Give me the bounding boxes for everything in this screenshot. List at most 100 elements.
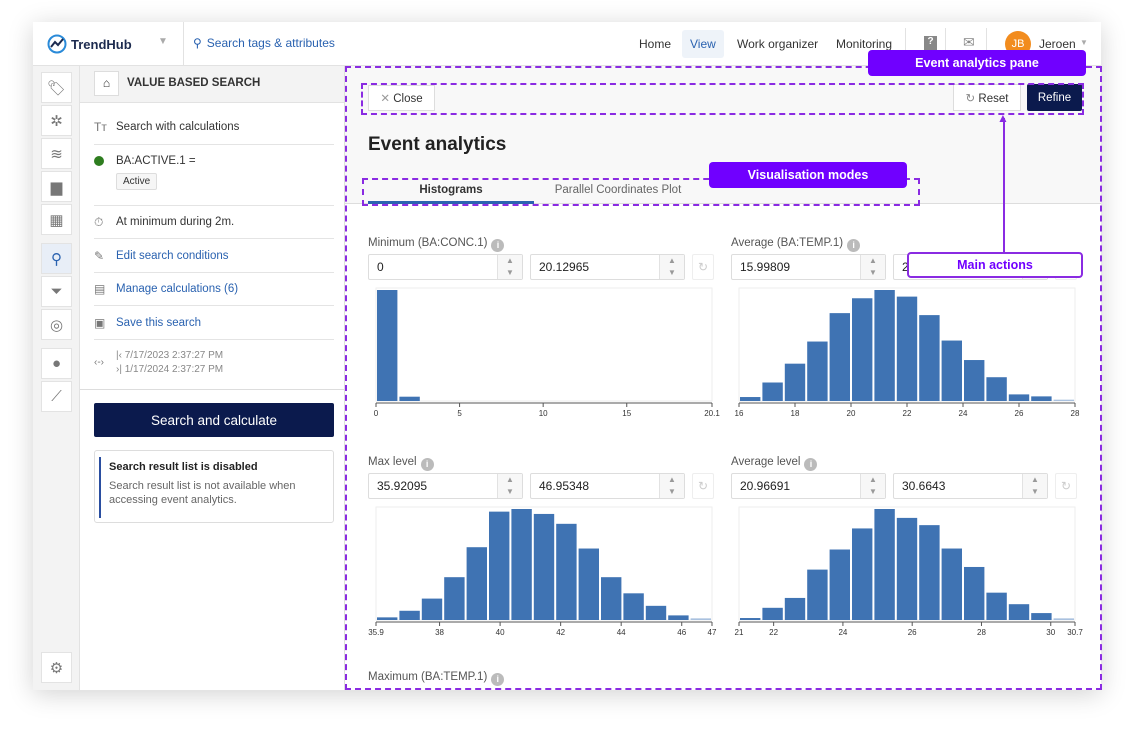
nav-home[interactable]: Home bbox=[639, 37, 672, 51]
user-name[interactable]: Jeroen bbox=[1039, 37, 1076, 51]
histogram-bar bbox=[489, 511, 510, 620]
edit-search-conditions-link[interactable]: ✎ Edit search conditions bbox=[94, 239, 334, 273]
close-button[interactable]: ✕ Close bbox=[368, 85, 435, 111]
search-and-calculate-button[interactable]: Search and calculate bbox=[94, 403, 334, 437]
histogram-bar bbox=[964, 360, 985, 401]
lightbulb-icon[interactable]: ● bbox=[41, 348, 72, 379]
filter-icon[interactable]: ⏷ bbox=[41, 276, 72, 307]
x-tick-label: 28 bbox=[1071, 409, 1080, 418]
divider bbox=[905, 28, 906, 60]
histogram-chart[interactable]: 21 22 24 26 28 30 30.7 bbox=[735, 506, 1083, 640]
stepper-icon[interactable]: ▲▼ bbox=[659, 255, 684, 279]
fingerprint-icon[interactable]: ◎ bbox=[41, 309, 72, 340]
search-tags-input[interactable]: ⚲ Search tags & attributes bbox=[193, 36, 335, 50]
brand-dropdown-icon[interactable]: ▼ bbox=[158, 36, 168, 47]
stepper-icon[interactable]: ▲▼ bbox=[1022, 474, 1047, 498]
brand-logo[interactable]: TrendHub bbox=[47, 34, 132, 54]
edit-label[interactable]: Edit search conditions bbox=[116, 249, 229, 262]
mail-icon[interactable]: ✉ bbox=[963, 34, 975, 50]
info-icon[interactable]: i bbox=[420, 458, 434, 471]
histogram-label: Minimum (BA:CONC.1) i bbox=[368, 237, 505, 252]
tag-icon[interactable]: 🏷 bbox=[41, 72, 72, 103]
home-icon[interactable]: ⌂ bbox=[94, 71, 119, 96]
save-search-link[interactable]: ▣ Save this search bbox=[94, 306, 334, 340]
save-label[interactable]: Save this search bbox=[116, 316, 202, 329]
start-date[interactable]: |‹ 7/17/2023 2:37:27 PM bbox=[116, 349, 224, 361]
range-min-input[interactable]: 20.96691 ▲ ▼ bbox=[731, 473, 886, 499]
histogram-bar bbox=[784, 597, 806, 620]
range-min-input[interactable]: 35.92095 ▲ ▼ bbox=[368, 473, 523, 499]
search-icon[interactable]: ⚲ bbox=[41, 243, 72, 274]
date-range[interactable]: ‹-› |‹ 7/17/2023 2:37:27 PM ›| 1/17/2024 … bbox=[94, 340, 334, 384]
range-max-input[interactable]: 46.95348 ▲ ▼ bbox=[530, 473, 685, 499]
histogram-chart[interactable]: 35.9 38 40 42 44 46 47 bbox=[368, 506, 717, 640]
dashboard-icon[interactable]: ▦ bbox=[41, 204, 72, 235]
pattern-icon[interactable]: ⟋ bbox=[41, 381, 72, 412]
nav-work-organizer[interactable]: Work organizer bbox=[737, 37, 819, 51]
callout-arrow-line bbox=[1003, 118, 1005, 252]
x-tick-label: 21 bbox=[735, 628, 744, 637]
range-min-input[interactable]: 15.99809 ▲ ▼ bbox=[731, 254, 886, 280]
notice: Search result list is disabled Search re… bbox=[94, 450, 334, 523]
x-tick-label: 5 bbox=[457, 409, 462, 418]
max-value: 30.6643 bbox=[902, 479, 946, 493]
stepper-icon[interactable]: ▲▼ bbox=[497, 474, 522, 498]
range-max-input[interactable]: 20.12965 ▲ ▼ bbox=[530, 254, 685, 280]
list-icon: ▤ bbox=[94, 282, 106, 296]
search-placeholder: Search tags & attributes bbox=[206, 36, 335, 50]
stepper-icon[interactable]: ▲▼ bbox=[497, 255, 522, 279]
info-icon[interactable]: i bbox=[804, 458, 818, 471]
reset-range-button[interactable]: ↻ bbox=[692, 473, 714, 499]
histogram-bar bbox=[762, 382, 783, 401]
divider bbox=[986, 28, 987, 60]
end-date[interactable]: ›| 1/17/2024 2:37:27 PM bbox=[116, 363, 224, 375]
histogram-bar bbox=[556, 523, 577, 620]
histogram-bar bbox=[986, 592, 1007, 620]
tab-parallel-coordinates[interactable]: Parallel Coordinates Plot bbox=[554, 184, 682, 196]
reset-button[interactable]: ↻ Reset bbox=[953, 84, 1021, 111]
user-menu-chevron-icon[interactable]: ▼ bbox=[1080, 38, 1088, 47]
stepper-icon[interactable]: ▲▼ bbox=[860, 474, 885, 498]
histogram-bar bbox=[645, 605, 667, 620]
pane-title: Event analytics bbox=[368, 134, 507, 155]
callout-actions-outline bbox=[361, 83, 1084, 115]
x-tick-label: 46 bbox=[677, 628, 686, 637]
stepper-icon[interactable]: ▲▼ bbox=[659, 474, 684, 498]
panel-title: VALUE BASED SEARCH bbox=[127, 77, 261, 89]
histogram-bar bbox=[829, 313, 850, 401]
reset-range-button[interactable]: ↻ bbox=[1055, 473, 1077, 499]
histogram-bar bbox=[421, 598, 443, 620]
histogram-bar bbox=[466, 547, 487, 620]
range-max-input[interactable]: 30.6643 ▲ ▼ bbox=[893, 473, 1048, 499]
help-icon[interactable]: ? bbox=[924, 36, 937, 50]
histogram-chart[interactable]: 16 18 20 22 24 26 28 bbox=[735, 287, 1080, 421]
info-icon[interactable]: i bbox=[847, 239, 861, 252]
info-icon[interactable]: i bbox=[491, 239, 505, 252]
comment-icon[interactable]: ▆ bbox=[41, 171, 72, 202]
histogram-bar bbox=[941, 340, 962, 401]
histogram-bar bbox=[896, 517, 918, 620]
stepper-icon[interactable]: ▲▼ bbox=[860, 255, 885, 279]
text-icon: Tт bbox=[94, 120, 107, 134]
refine-button[interactable]: Refine bbox=[1027, 84, 1082, 111]
range-min-input[interactable]: 0 ▲ ▼ bbox=[368, 254, 523, 280]
manage-calculations-link[interactable]: ▤ Manage calculations (6) bbox=[94, 273, 334, 306]
status-dot-icon bbox=[94, 155, 116, 169]
brand-name: TrendHub bbox=[71, 36, 132, 52]
nav-view[interactable]: View bbox=[682, 30, 724, 58]
histogram-bar bbox=[601, 577, 622, 620]
tab-histograms[interactable]: Histograms bbox=[368, 184, 534, 204]
layers-icon[interactable]: ≋ bbox=[41, 138, 72, 169]
histogram-chart[interactable]: 0 5 10 15 20.1 bbox=[374, 287, 720, 421]
manage-label[interactable]: Manage calculations (6) bbox=[116, 283, 239, 295]
info-icon[interactable]: i bbox=[491, 673, 505, 686]
asset-icon[interactable]: ✲ bbox=[41, 105, 72, 136]
close-label: Close bbox=[393, 93, 423, 105]
divider bbox=[183, 22, 184, 66]
max-value: 46.95348 bbox=[539, 479, 590, 493]
reset-range-button[interactable]: ↻ bbox=[692, 254, 714, 280]
nav-monitoring[interactable]: Monitoring bbox=[836, 37, 893, 51]
search-type-label: Search with calculations bbox=[116, 121, 240, 133]
gear-icon[interactable]: ⚙ bbox=[41, 652, 72, 683]
callout-pane-outline bbox=[345, 66, 1102, 690]
